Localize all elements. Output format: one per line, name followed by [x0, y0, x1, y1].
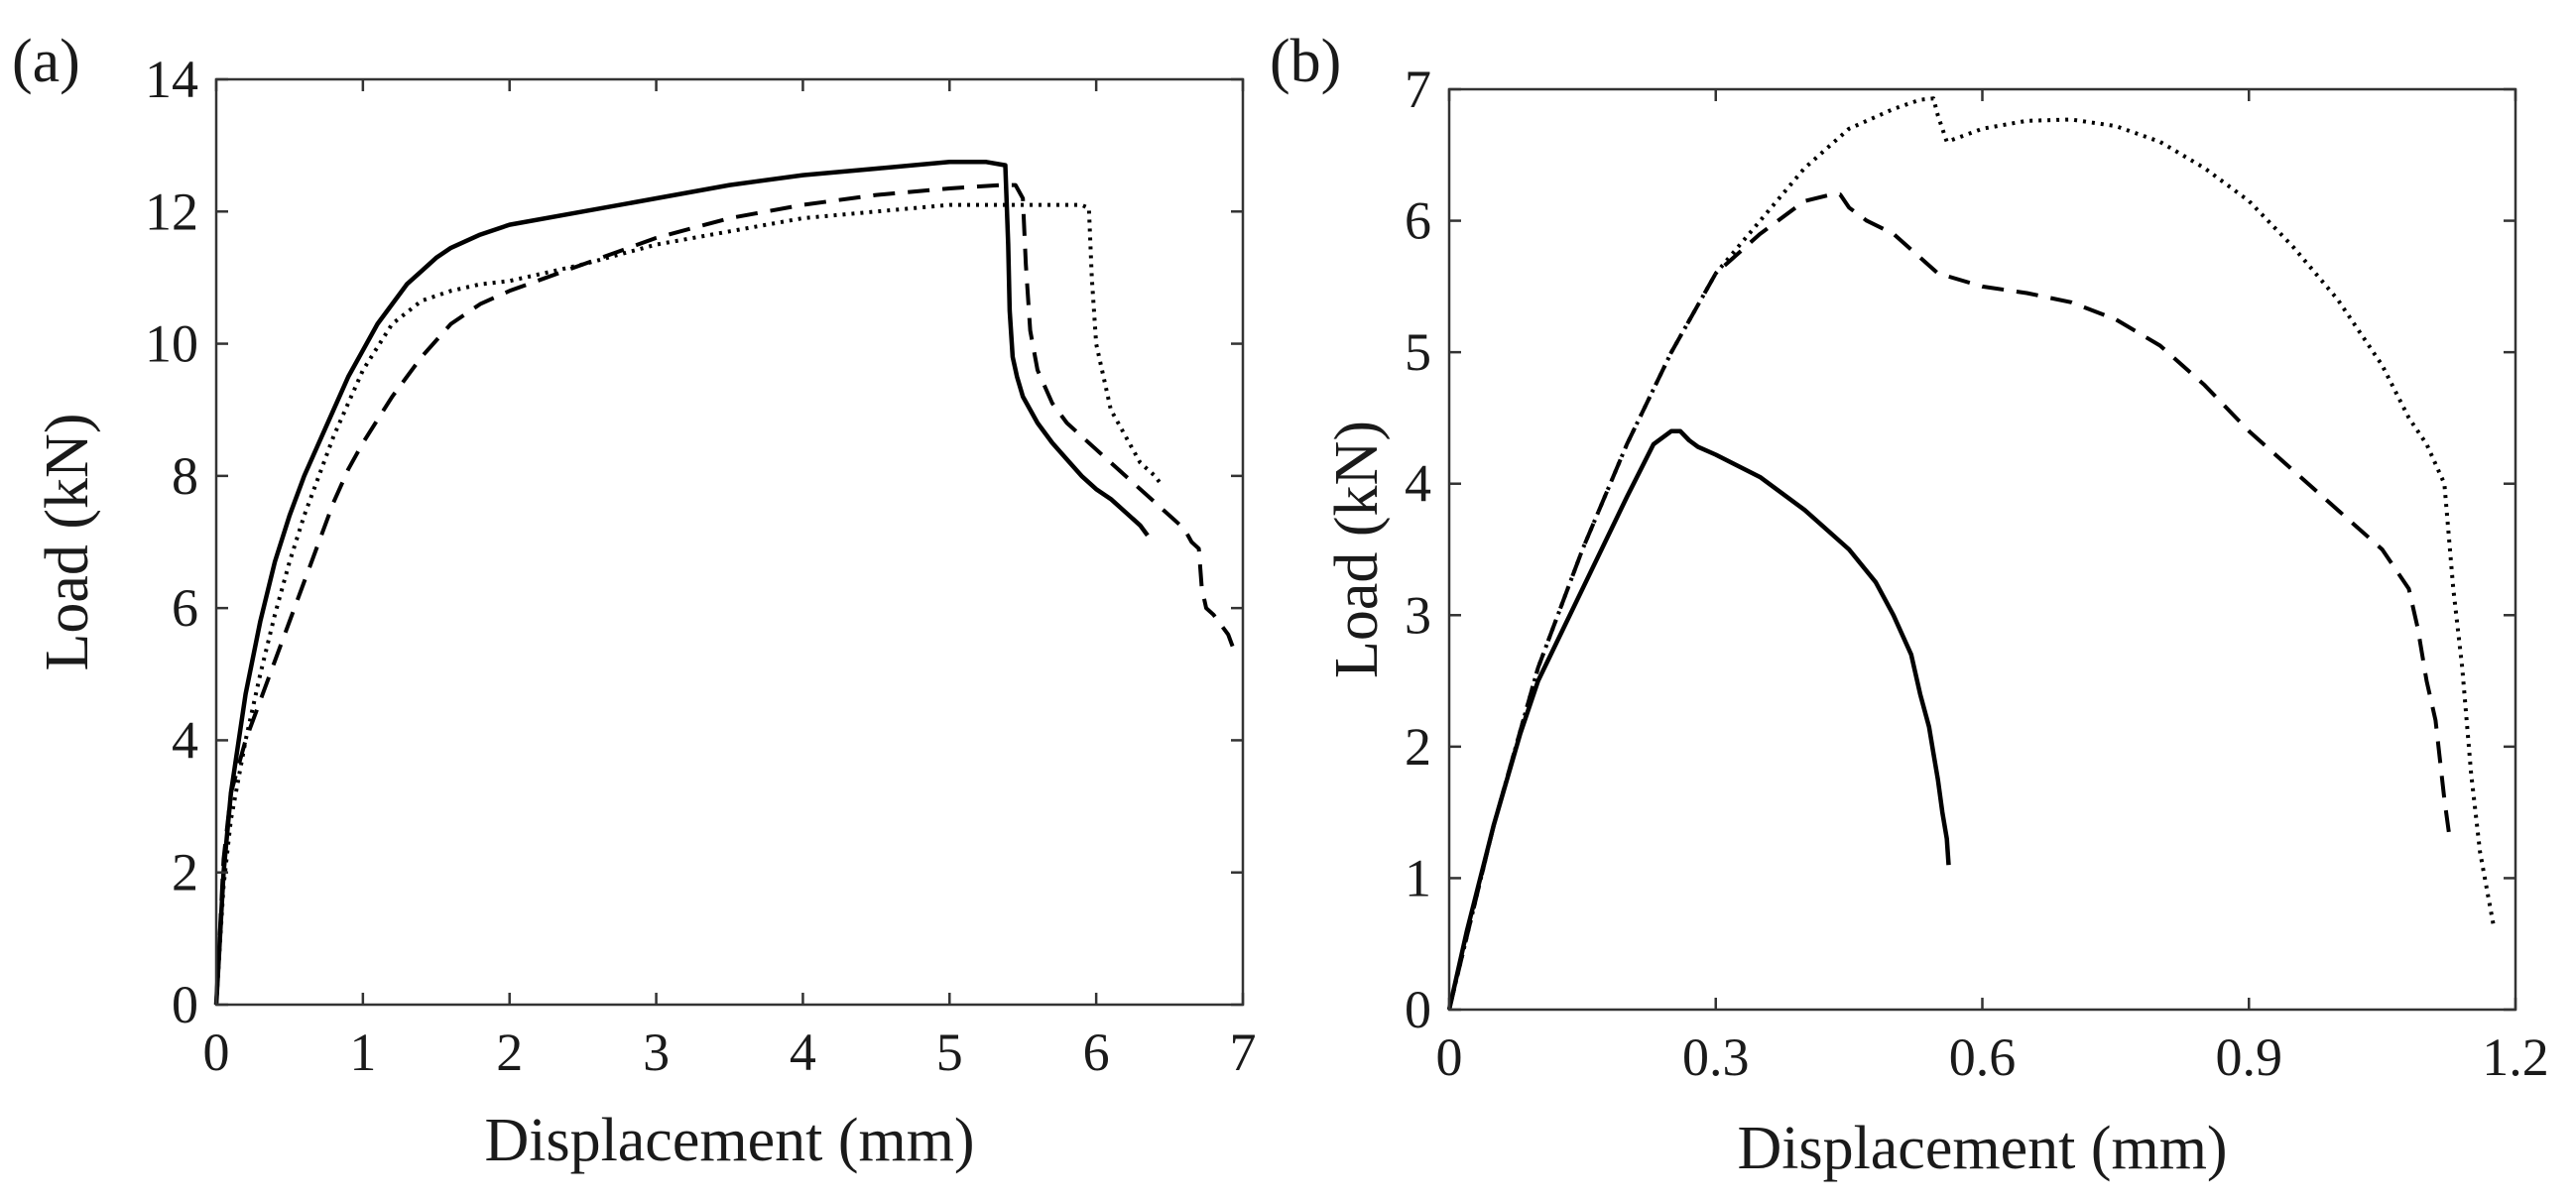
y-tick-label: 10 [145, 314, 198, 374]
y-tick-label: 5 [1405, 322, 1431, 382]
y-tick-label: 0 [172, 975, 198, 1034]
y-axis-title-a: Load (kN) [34, 414, 101, 671]
y-tick-label: 6 [1405, 191, 1431, 251]
series-line-dotted-b [1447, 96, 2496, 1011]
plot-frame-b [1447, 87, 2517, 1012]
x-tick-label: 0 [203, 1023, 230, 1082]
plot-frame-a [214, 77, 1245, 1007]
y-tick-label: 3 [1405, 585, 1431, 645]
y-tick-label: 7 [1405, 60, 1431, 119]
x-axis-title-b: Displacement (mm) [1737, 1115, 2227, 1182]
y-tick-label: 12 [145, 181, 198, 241]
y-tick-label: 2 [1405, 717, 1431, 777]
x-tick-label: 1.2 [2482, 1027, 2549, 1087]
x-tick-label: 5 [936, 1023, 963, 1082]
x-tick-label: 7 [1230, 1023, 1257, 1082]
x-tick-label: 0.3 [1682, 1027, 1750, 1087]
series-line-solid-a [213, 160, 1150, 1006]
y-tick-label: 4 [172, 710, 198, 770]
x-tick-label: 0.9 [2216, 1027, 2283, 1087]
series-line-dashed-b [1447, 192, 2451, 1011]
panel-label-b: (b) [1270, 28, 1341, 95]
panel-label-a: (a) [12, 28, 80, 95]
x-tick-label: 2 [496, 1023, 523, 1082]
x-tick-label: 6 [1083, 1023, 1110, 1082]
y-axis-title-b: Load (kN) [1323, 421, 1391, 678]
y-tick-label: 4 [1405, 454, 1431, 514]
x-tick-label: 1 [349, 1023, 376, 1082]
series-line-solid-b [1446, 428, 1951, 1011]
x-tick-label: 4 [790, 1023, 816, 1082]
y-tick-label: 1 [1405, 848, 1431, 907]
y-tick-label: 2 [172, 843, 198, 902]
x-axis-title-a: Displacement (mm) [484, 1107, 974, 1174]
y-tick-label: 8 [172, 446, 198, 506]
y-tick-label: 14 [145, 50, 198, 109]
x-tick-label: 3 [643, 1023, 670, 1082]
series-line-dotted-a [214, 202, 1165, 1006]
chart-b: 0 0.3 0.6 0.9 1.2 0 1 2 3 4 5 6 7 Displacement (mm) Lo… [1270, 28, 2549, 1182]
series-line-dashed-a [214, 182, 1238, 1006]
y-tick-label: 6 [172, 578, 198, 638]
y-tick-label: 0 [1405, 980, 1431, 1039]
x-tick-label: 0 [1436, 1027, 1463, 1087]
x-tick-label: 0.6 [1949, 1027, 2017, 1087]
